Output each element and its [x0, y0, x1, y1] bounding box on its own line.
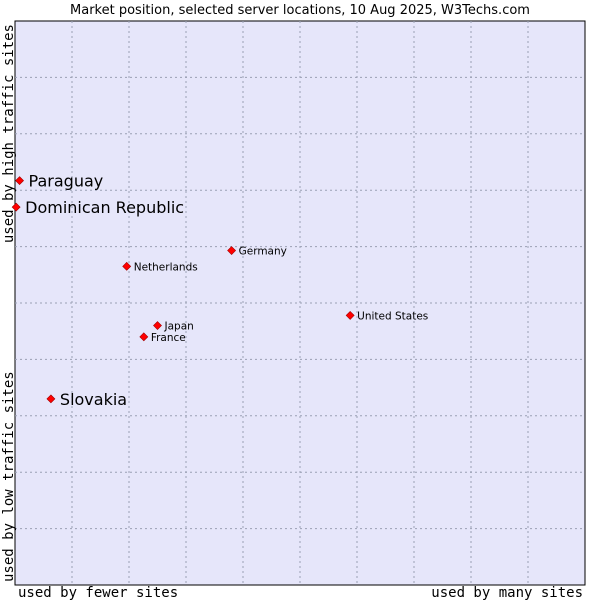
data-point-label: Germany	[239, 246, 287, 258]
data-point-marker	[345, 310, 355, 320]
data-point-label: Paraguay	[29, 172, 104, 191]
data-point-label: Netherlands	[134, 261, 198, 273]
data-point-marker	[11, 202, 21, 212]
data-point-marker	[15, 176, 24, 186]
data-point-marker	[153, 321, 162, 330]
data-points: Paraguay Dominican Republic Germany Netherl…	[11, 172, 428, 409]
data-point-label: France	[151, 332, 186, 344]
data-point-label: United States	[357, 310, 428, 322]
data-point-label: Dominican Republic	[25, 198, 184, 217]
data-point-marker	[139, 332, 149, 342]
data-point-label: Japan	[164, 321, 194, 333]
chart-title: Market position, selected server locatio…	[70, 3, 530, 18]
x-axis-label-left: used by fewer sites	[18, 585, 178, 600]
data-point-marker	[122, 261, 132, 271]
grid	[15, 21, 585, 585]
y-axis-label-bottom: used by low traffic sites	[1, 371, 17, 582]
data-point-marker	[46, 394, 56, 404]
data-point-label: Slovakia	[60, 390, 127, 409]
y-axis-label-top: used by high traffic sites	[1, 24, 17, 243]
data-point-marker	[227, 246, 237, 255]
x-axis-label-right: used by many sites	[431, 585, 583, 600]
